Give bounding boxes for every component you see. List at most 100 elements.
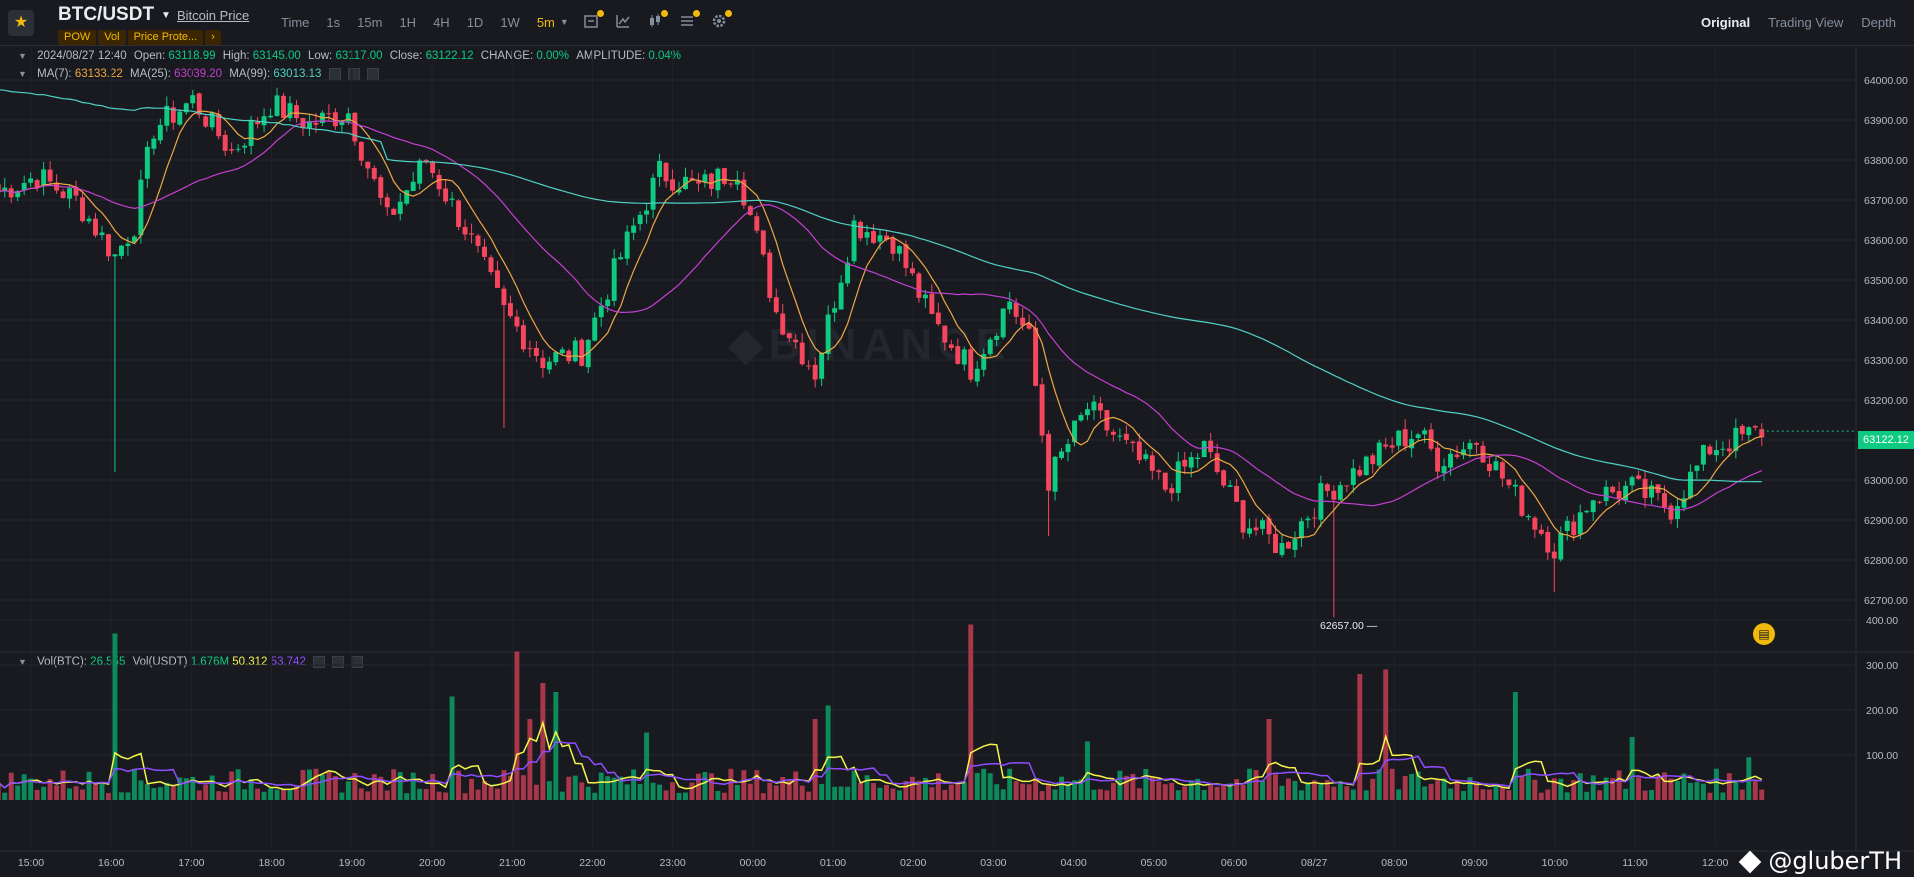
candle-body — [436, 174, 442, 190]
volume-bar — [1007, 768, 1013, 800]
candle-body — [1221, 470, 1227, 486]
candle-body — [1603, 486, 1609, 502]
candle-body — [1662, 493, 1667, 508]
volume-bar — [1097, 789, 1103, 800]
pair-title[interactable]: BTC/USDT — [58, 4, 155, 25]
candle-body — [151, 138, 157, 149]
interval-4h[interactable]: 4H — [433, 15, 450, 30]
candle-body — [235, 148, 241, 150]
gear-icon[interactable] — [711, 10, 732, 29]
bitcoin-price-link[interactable]: Bitcoin Price — [177, 8, 250, 23]
layout-settings-icon[interactable] — [679, 10, 700, 29]
volume-bar — [527, 719, 533, 800]
collapse-chevron-icon[interactable]: ▼ — [18, 51, 27, 61]
interval-1s[interactable]: 1s — [326, 15, 341, 30]
volume-bar — [1564, 792, 1570, 800]
time-axis-label: 22:00 — [579, 857, 605, 869]
candle-body — [987, 339, 993, 354]
volume-bar — [1078, 779, 1084, 800]
view-original[interactable]: Original — [1701, 15, 1751, 30]
volume-bar — [845, 786, 851, 800]
candle-style-icon[interactable] — [647, 10, 668, 29]
watermark-username: @gluberTH — [1738, 847, 1902, 875]
view-trading-view[interactable]: Trading View — [1768, 15, 1844, 30]
candle-body — [1759, 429, 1765, 438]
candle-body — [507, 303, 513, 317]
pair-dropdown-chevron-icon[interactable]: ▼ — [161, 10, 171, 21]
chat-bubble-icon[interactable]: ▤ — [1753, 623, 1775, 645]
candle-body — [981, 354, 987, 370]
candle-body — [858, 221, 864, 239]
volume-bar — [462, 793, 468, 800]
volume-bar — [255, 788, 261, 800]
candle-body — [1292, 539, 1298, 550]
volume-bar — [1247, 768, 1253, 800]
candle-body — [112, 254, 118, 257]
interval-more-chevron-icon[interactable]: ▼ — [559, 17, 569, 27]
volume-bar — [1188, 780, 1194, 800]
favorite-star-icon[interactable]: ★ — [8, 10, 34, 36]
candle-body — [728, 183, 734, 185]
interval-time[interactable]: Time — [281, 15, 310, 30]
collapse-chevron-icon[interactable]: ▼ — [18, 69, 27, 80]
candle-body — [533, 347, 539, 356]
volume-bar — [203, 784, 209, 800]
volume-bar — [404, 793, 410, 800]
volume-bar — [605, 776, 611, 800]
candle-body — [1357, 469, 1363, 476]
volume-bar — [177, 777, 183, 800]
volume-bar — [819, 783, 825, 800]
volume-bar — [131, 768, 137, 800]
candle-body — [1649, 485, 1655, 498]
candle-body — [1227, 485, 1233, 487]
volume-bar — [1655, 776, 1661, 800]
volume-bar — [1538, 792, 1544, 800]
collapse-chevron-icon[interactable]: ▼ — [18, 657, 27, 668]
price-axis-label: 63600.00 — [1864, 235, 1908, 247]
volume-bar — [916, 780, 922, 800]
tag-price-protection[interactable]: Price Prote... — [127, 30, 204, 45]
price-axis-label: 63400.00 — [1864, 315, 1908, 327]
interval-1d[interactable]: 1D — [466, 15, 484, 30]
volume-bar — [1720, 792, 1726, 800]
chart-type-icon[interactable] — [615, 13, 631, 29]
ma99-label: MA(99): — [229, 68, 271, 81]
volume-bar — [974, 772, 980, 800]
candle-body — [1026, 323, 1032, 329]
interval-5m[interactable]: 5m — [536, 15, 555, 30]
candle-body — [760, 230, 766, 255]
tag-vol[interactable]: Vol — [98, 30, 126, 45]
candle-body — [144, 146, 150, 179]
volume-bar — [1208, 783, 1214, 800]
candle-body — [1046, 433, 1052, 491]
candle-body — [1091, 401, 1097, 411]
candle-body — [274, 95, 280, 116]
volume-bar — [1629, 737, 1635, 800]
candle-body — [306, 121, 312, 129]
volume-bar — [1279, 785, 1285, 800]
volume-bar — [1234, 779, 1240, 800]
interval-1w[interactable]: 1W — [500, 15, 520, 30]
price-axis-label: 62800.00 — [1864, 555, 1908, 567]
volume-bar — [1558, 778, 1564, 800]
interval-15m[interactable]: 15m — [357, 15, 383, 30]
candle-body — [1474, 443, 1479, 445]
volume-bar — [650, 782, 656, 800]
volume-bar — [1396, 789, 1402, 800]
volume-bar — [488, 786, 494, 800]
time-axis-label: 03:00 — [980, 857, 1006, 869]
candle-body — [579, 339, 585, 366]
candlestick-chart[interactable]: 64000.00 63900.00 63800.00 63700.00 63600.00… — [0, 46, 1914, 877]
indicator-settings-icon[interactable] — [583, 10, 604, 29]
tag-pow[interactable]: POW — [58, 30, 97, 45]
view-depth[interactable]: Depth — [1861, 15, 1896, 30]
candle-body — [332, 112, 338, 127]
tag-more-chevron-icon[interactable]: › — [205, 30, 221, 45]
volume-bar — [760, 793, 766, 800]
volume-bar — [663, 790, 669, 800]
interval-1h[interactable]: 1H — [399, 15, 417, 30]
candle-body — [1558, 532, 1564, 560]
candle-body — [1636, 475, 1642, 479]
candle-body — [1311, 517, 1317, 519]
price-axis-label: 63800.00 — [1864, 155, 1908, 167]
